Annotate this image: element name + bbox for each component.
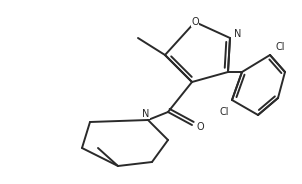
Text: O: O — [191, 17, 199, 27]
Text: O: O — [196, 122, 204, 132]
Text: Cl: Cl — [219, 107, 229, 117]
Text: N: N — [234, 29, 242, 39]
Text: N: N — [142, 109, 150, 119]
Text: Cl: Cl — [275, 42, 285, 52]
